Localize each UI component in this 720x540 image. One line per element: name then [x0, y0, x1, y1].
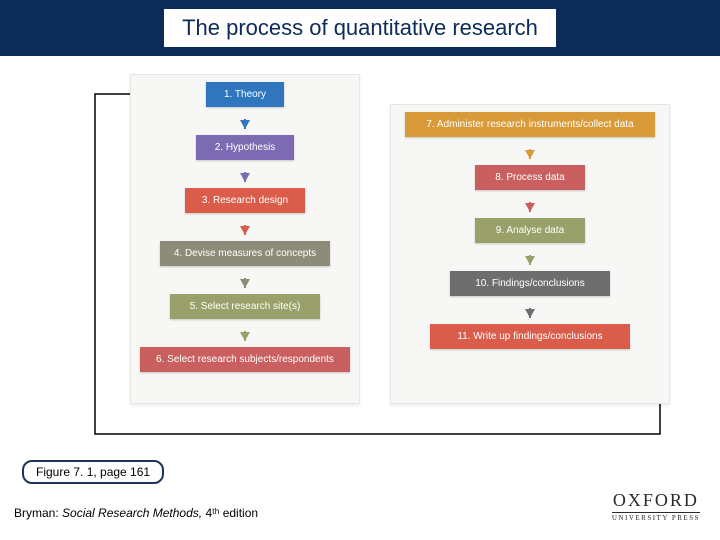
publisher-logo: OXFORD UNIVERSITY PRESS — [612, 490, 700, 522]
down-arrow-icon — [240, 120, 250, 129]
down-arrow-icon — [525, 203, 535, 212]
slide-title: The process of quantitative research — [164, 9, 556, 47]
down-arrow-icon — [240, 173, 250, 182]
down-arrow-icon — [525, 256, 535, 265]
step-box: 1. Theory — [206, 82, 284, 107]
step-box: 10. Findings/conclusions — [450, 271, 610, 296]
attribution: Bryman: Social Research Methods, 4ᵗʰ edi… — [14, 506, 258, 520]
step-box: 7. Administer research instruments/colle… — [405, 112, 655, 137]
step-box: 9. Analyse data — [475, 218, 585, 243]
step-box: 4. Devise measures of concepts — [160, 241, 330, 266]
attribution-author: Bryman: — [14, 506, 59, 520]
step-box: 5. Select research site(s) — [170, 294, 320, 319]
attribution-book: Social Research Methods, — [62, 506, 202, 520]
title-band: The process of quantitative research — [0, 0, 720, 56]
publisher-word: OXFORD — [612, 490, 700, 511]
step-box: 6. Select research subjects/respondents — [140, 347, 350, 372]
step-box: 3. Research design — [185, 188, 305, 213]
step-box: 8. Process data — [475, 165, 585, 190]
down-arrow-icon — [240, 279, 250, 288]
down-arrow-icon — [240, 332, 250, 341]
down-arrow-icon — [525, 150, 535, 159]
process-diagram: 1. Theory 2. Hypothesis 3. Research design… — [0, 74, 720, 454]
step-box: 11. Write up findings/conclusions — [430, 324, 630, 349]
attribution-edition: 4ᵗʰ edition — [205, 506, 258, 520]
down-arrow-icon — [240, 226, 250, 235]
figure-caption: Figure 7. 1, page 161 — [22, 460, 164, 484]
publisher-sub: UNIVERSITY PRESS — [612, 514, 700, 522]
down-arrow-icon — [525, 309, 535, 318]
step-box: 2. Hypothesis — [196, 135, 294, 160]
